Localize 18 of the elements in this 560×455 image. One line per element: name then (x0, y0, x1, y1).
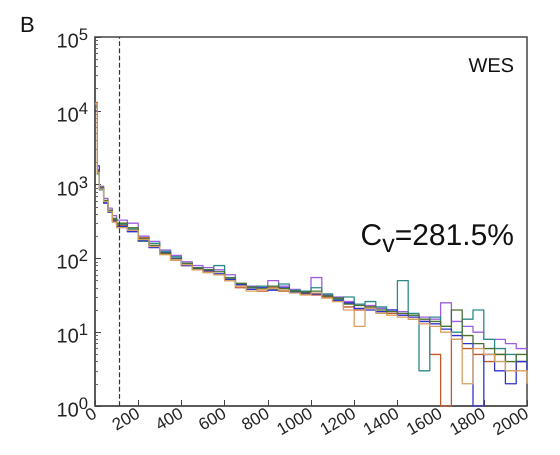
x-tick-label: 200 (108, 404, 143, 434)
annotation: C$_{v}$=281.5% (360, 218, 514, 259)
x-tick-label: 800 (238, 404, 273, 434)
y-tick-label: 10$^{5}$ (56, 24, 88, 53)
y-tick-label: 10$^{3}$ (56, 172, 88, 200)
x-tick-label: 1800 (446, 404, 489, 440)
x-tick-label: 600 (195, 404, 230, 434)
annotation: WES (468, 54, 514, 78)
x-tick-label: 1400 (360, 404, 402, 440)
x-tick-label: 1000 (274, 404, 316, 440)
x-tick-label: 1600 (403, 404, 446, 440)
y-tick-label: 10$^{1}$ (56, 319, 88, 348)
x-tick-label: 1200 (316, 404, 359, 440)
y-tick-label: 10$^{2}$ (56, 245, 88, 274)
x-tick-label: 2000 (490, 404, 532, 440)
y-tick-label: 10$^{4}$ (56, 98, 88, 126)
x-tick-label: 400 (152, 404, 186, 434)
text: B (20, 12, 35, 38)
